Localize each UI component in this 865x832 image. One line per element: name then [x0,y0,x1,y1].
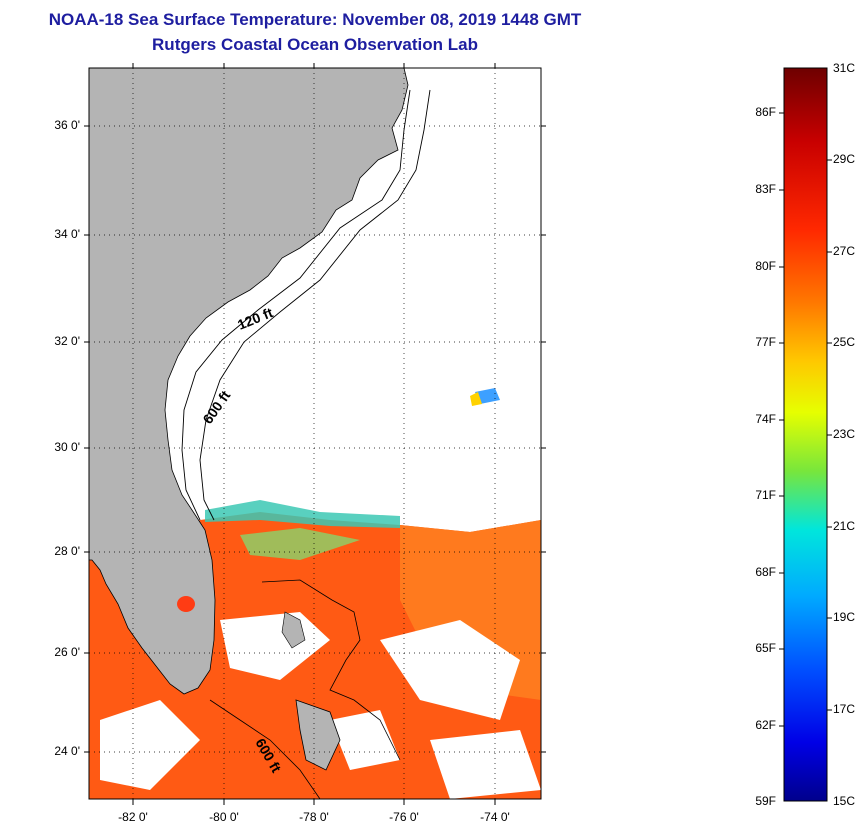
cloud-patch [380,620,520,720]
cloud-patch [430,730,541,799]
colorbar-c-label: 23C [833,427,856,441]
cuba-land [295,699,341,771]
contour-600ft [199,89,431,521]
axis-ticks [84,63,546,805]
map-title: NOAA-18 Sea Surface Temperature: Novembe… [48,10,582,29]
lat-label: 24 0' [54,744,80,758]
lon-label: -74 0' [480,810,510,824]
offshore-sst-patch [475,388,500,404]
cloud-patch [100,700,200,790]
lon-label: -78 0' [299,810,329,824]
colorbar-c-label: 27C [833,244,856,258]
lake-okeechobee [177,596,195,612]
lat-lon-grid [89,68,541,799]
colorbar-f-label: 80F [755,259,776,273]
colorbar-f-label: 62F [755,718,776,732]
lat-label: 34 0' [54,227,80,241]
lat-label: 32 0' [54,334,80,348]
lat-label: 36 0' [54,118,80,132]
colorbar-c-label: 17C [833,702,856,716]
colorbar-c-label: 21C [833,519,856,533]
colorbar-c-label: 31C [833,61,856,75]
lon-label: -82 0' [118,810,148,824]
cool-sst-band [205,500,400,528]
colorbar-f-label: 59F [755,794,776,808]
lat-label: 26 0' [54,645,80,659]
bahamas-bank-2 [281,611,306,649]
lon-label: -80 0' [209,810,239,824]
map-frame [88,67,542,800]
bahamas-bank [261,579,401,761]
map-subtitle: Rutgers Coastal Ocean Observation Lab [152,35,478,54]
colorbar-c-label: 25C [833,335,856,349]
contour-600ft-south [209,699,321,799]
colorbar-c-label: 19C [833,610,856,624]
colorbar-f-label: 68F [755,565,776,579]
offshore-sst-patch-2 [470,392,482,406]
colorbar-f-label: 86F [755,105,776,119]
colorbar-f-label: 71F [755,488,776,502]
colorbar-f-label: 65F [755,641,776,655]
colorbar [783,67,828,802]
lat-label: 30 0' [54,440,80,454]
land-mass [89,68,409,695]
lon-label: -76 0' [389,810,419,824]
colorbar-c-label: 29C [833,152,856,166]
colorbar-c-label: 15C [833,794,856,808]
colorbar-f-label: 77F [755,335,776,349]
colorbar-ticks [779,112,832,727]
lat-label: 28 0' [54,544,80,558]
colorbar-f-label: 83F [755,182,776,196]
colorbar-f-label: 74F [755,412,776,426]
contour-120ft [181,89,411,521]
